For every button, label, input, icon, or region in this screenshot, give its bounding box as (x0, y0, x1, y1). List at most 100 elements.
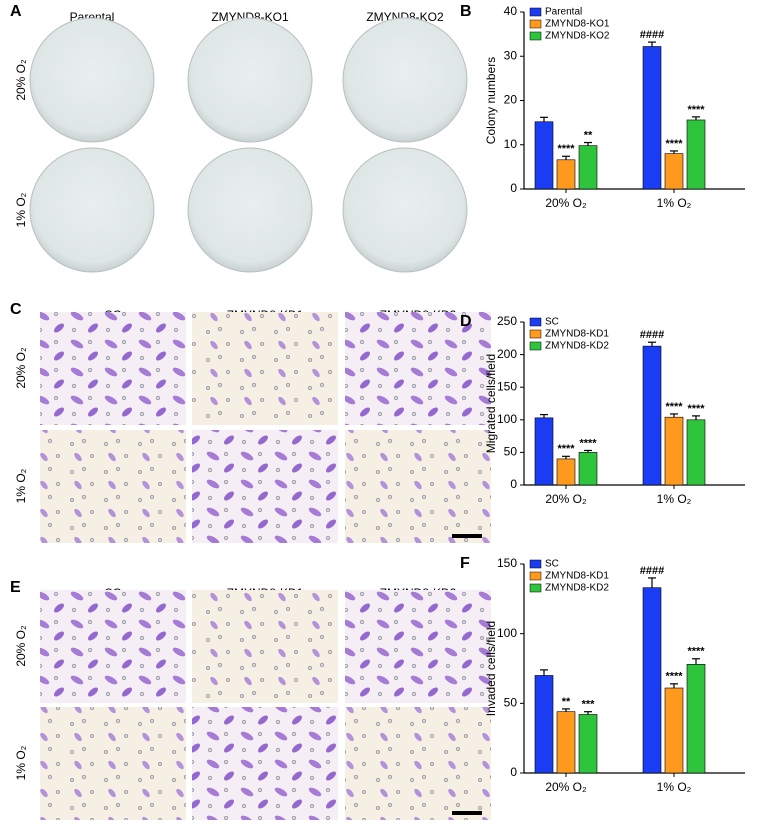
significance: ** (584, 129, 593, 141)
bar (686, 119, 706, 190)
culture-dish (342, 17, 468, 143)
y-tick-label: 100 (497, 626, 517, 640)
culture-dish (29, 147, 155, 273)
bar (664, 687, 684, 774)
significance: #### (640, 329, 664, 341)
legend-label: ZMYND8-KD1 (545, 329, 609, 340)
micrograph (192, 590, 338, 703)
bar (556, 711, 576, 774)
significance: **** (557, 143, 575, 155)
micrograph (40, 707, 186, 820)
significance: **** (687, 403, 705, 415)
bar (642, 46, 662, 190)
x-tick-label: 20% O₂ (545, 196, 587, 210)
x-tick-label: 1% O₂ (657, 780, 692, 794)
bar (686, 419, 706, 486)
x-tick-label: 1% O₂ (657, 196, 692, 210)
legend-label: Parental (545, 7, 582, 18)
significance: **** (665, 401, 683, 413)
y-tick-label: 0 (510, 765, 517, 779)
bar (534, 121, 554, 190)
x-tick-label: 1% O₂ (657, 492, 692, 506)
y-tick-label: 150 (497, 379, 517, 393)
y-tick-label: 30 (504, 48, 518, 62)
legend-swatch (529, 571, 542, 581)
micrograph (192, 312, 338, 425)
bar (642, 345, 662, 486)
legend-swatch (529, 341, 542, 351)
significance: #### (640, 29, 664, 41)
bar (534, 417, 554, 486)
micrograph (40, 312, 186, 425)
legend-label: ZMYND8-KD2 (545, 583, 609, 594)
panel-letter: D (460, 313, 472, 330)
panel-letter: B (460, 3, 472, 20)
significance: **** (557, 443, 575, 455)
significance: **** (665, 671, 683, 683)
bar (642, 587, 662, 774)
row-label: 20% O₂ (14, 59, 28, 101)
legend-swatch (529, 583, 542, 593)
row-label: 1% O₂ (14, 745, 28, 780)
y-tick-label: 20 (504, 93, 518, 107)
significance: **** (579, 437, 597, 449)
culture-dish (187, 17, 313, 143)
bar (578, 145, 598, 190)
legend-swatch (529, 31, 542, 41)
bar (556, 458, 576, 486)
legend-label: ZMYND8-KD2 (545, 341, 609, 352)
culture-dish (29, 17, 155, 143)
bar (578, 452, 598, 486)
micrograph (40, 430, 186, 543)
x-tick-label: 20% O₂ (545, 780, 587, 794)
micrograph (192, 707, 338, 820)
y-tick-label: 50 (504, 696, 518, 710)
legend-label: ZMYND8-KO1 (545, 19, 610, 30)
micrograph (40, 590, 186, 703)
significance: **** (687, 646, 705, 658)
legend-swatch (529, 19, 542, 29)
row-label: 20% O₂ (14, 347, 28, 389)
legend-label: SC (545, 559, 559, 570)
significance: **** (665, 138, 683, 150)
y-tick-label: 250 (497, 314, 517, 328)
bar (556, 159, 576, 190)
micrograph (192, 430, 338, 543)
y-tick-label: 0 (510, 181, 517, 195)
micrograph (345, 590, 491, 703)
significance: **** (687, 104, 705, 116)
y-tick-label: 0 (510, 477, 517, 491)
bar (664, 416, 684, 486)
legend-swatch (529, 317, 542, 327)
bar (664, 153, 684, 190)
y-tick-label: 40 (504, 4, 518, 18)
significance: ** (562, 696, 571, 708)
row-label: 1% O₂ (14, 468, 28, 503)
micrograph (345, 707, 491, 820)
legend-swatch (529, 559, 542, 569)
bar (578, 714, 598, 774)
x-tick-label: 20% O₂ (545, 492, 587, 506)
panel-letter: A (10, 3, 22, 20)
y-tick-label: 10 (504, 137, 518, 151)
legend-swatch (529, 7, 542, 17)
y-axis-label: Invaded cells/field (484, 621, 498, 716)
micrograph (345, 430, 491, 543)
y-tick-label: 50 (504, 445, 518, 459)
culture-dish (342, 147, 468, 273)
row-label: 20% O₂ (14, 625, 28, 667)
bar (686, 664, 706, 774)
panel-letter: E (10, 579, 21, 596)
micrograph (345, 312, 491, 425)
legend-label: ZMYND8-KO2 (545, 31, 610, 42)
panel-letter: C (10, 301, 22, 318)
y-tick-label: 150 (497, 556, 517, 570)
bar (534, 675, 554, 774)
y-tick-label: 200 (497, 347, 517, 361)
legend-label: ZMYND8-KD1 (545, 571, 609, 582)
legend-label: SC (545, 317, 559, 328)
y-tick-label: 100 (497, 412, 517, 426)
y-axis-label: Migrated cells/field (484, 354, 498, 453)
row-label: 1% O₂ (14, 192, 28, 227)
